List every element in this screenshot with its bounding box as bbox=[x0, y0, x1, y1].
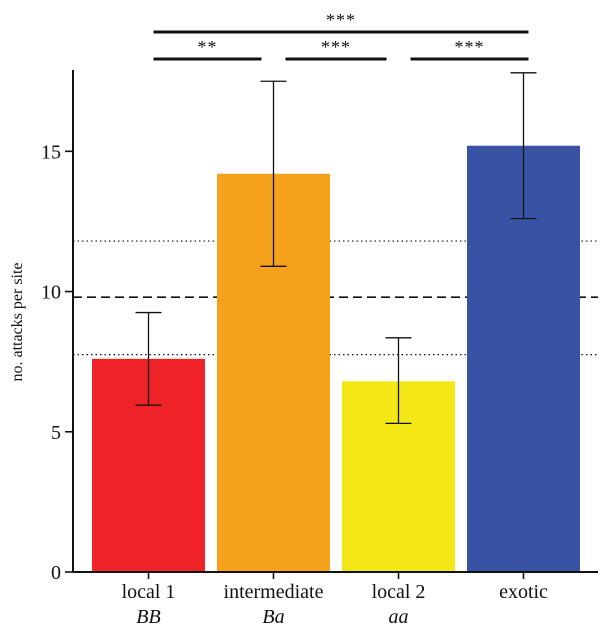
significance-label: *** bbox=[321, 37, 351, 57]
significance-brackets: ** *** ****** bbox=[153, 10, 529, 61]
y-tick-label: 10 bbox=[41, 282, 61, 304]
significance-bracket: *** bbox=[410, 37, 529, 61]
y-tick-label: 5 bbox=[51, 422, 61, 444]
significance-label: *** bbox=[455, 37, 485, 57]
bars bbox=[92, 145, 580, 572]
x-tick-label: exotic bbox=[499, 581, 548, 603]
genotype-label: BB bbox=[136, 606, 160, 628]
error-bars bbox=[135, 72, 537, 425]
significance-bracket: *** bbox=[153, 10, 529, 34]
genotype-label: Ba bbox=[262, 606, 284, 628]
y-tick-label: 15 bbox=[41, 141, 61, 163]
significance-label: ** bbox=[198, 37, 218, 57]
axes: 0 5 10 15 local 1 BB intermediate Ba local 2 aa ex… bbox=[41, 70, 598, 628]
error-bar-local-2 bbox=[385, 337, 412, 425]
x-tick-label: local 1 bbox=[122, 581, 176, 603]
error-bar-intermediate bbox=[260, 80, 287, 267]
significance-bracket: *** bbox=[285, 37, 387, 61]
y-axis-label: no. attacks per site bbox=[9, 262, 26, 381]
error-bar-local-1 bbox=[135, 311, 162, 406]
genotype-label: aa bbox=[389, 606, 409, 628]
error-bar-exotic bbox=[510, 72, 537, 220]
significance-bracket: ** bbox=[153, 37, 262, 61]
y-tick-label: 0 bbox=[51, 562, 61, 584]
x-tick-label: intermediate bbox=[224, 581, 324, 603]
significance-label: *** bbox=[326, 10, 356, 30]
x-tick-label: local 2 bbox=[372, 581, 426, 603]
